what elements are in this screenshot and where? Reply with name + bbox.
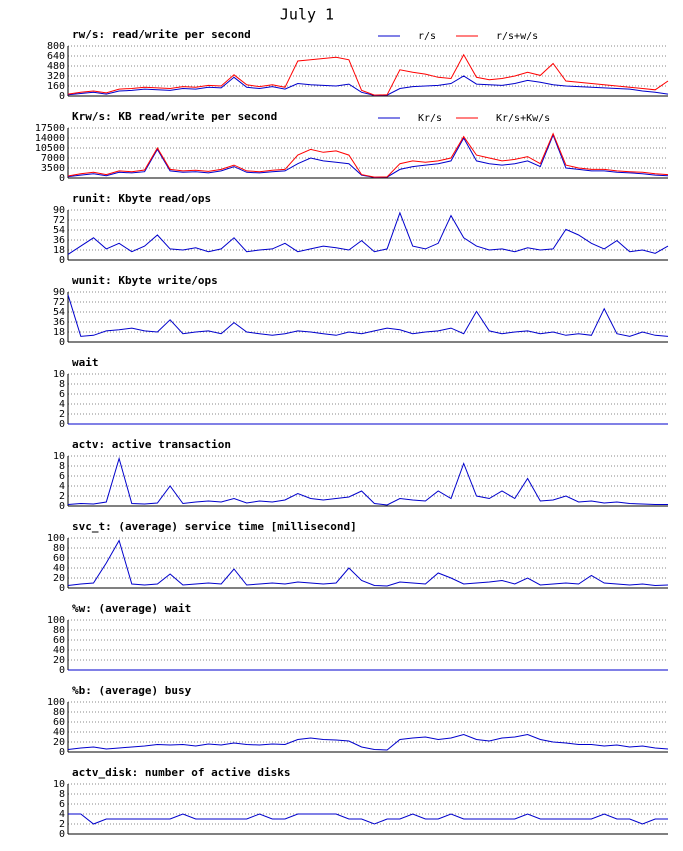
chart-title: wunit: Kbyte write/ops [72, 274, 218, 287]
y-tick-label: 0 [59, 255, 65, 266]
y-tick-label: 80 [53, 543, 65, 554]
y-tick-label: 8 [59, 461, 65, 472]
chart-title: runit: Kbyte read/ops [72, 192, 211, 205]
y-tick-label: 100 [47, 533, 65, 544]
y-tick-label: 90 [53, 287, 65, 298]
y-tick-label: 8 [59, 789, 65, 800]
y-tick-label: 2 [59, 491, 65, 502]
y-tick-label: 800 [47, 41, 65, 52]
y-tick-label: 72 [53, 297, 65, 308]
y-tick-label: 6 [59, 471, 65, 482]
y-tick-label: 54 [53, 225, 65, 236]
chart-title: actv_disk: number of active disks [72, 766, 291, 779]
legend-label: Kr/s [418, 113, 442, 124]
y-tick-label: 0 [59, 665, 65, 676]
y-tick-label: 0 [59, 337, 65, 348]
chart-title: %b: (average) busy [72, 684, 192, 697]
chart-title: svc_t: (average) service time [milliseco… [72, 520, 357, 533]
y-tick-label: 100 [47, 615, 65, 626]
series-line [67, 132, 669, 178]
chart-title: wait [72, 356, 99, 369]
y-tick-label: 8 [59, 379, 65, 390]
y-tick-label: 10 [53, 369, 65, 380]
y-tick-label: 480 [47, 61, 65, 72]
series-line [67, 53, 669, 96]
y-tick-label: 90 [53, 205, 65, 216]
series-line [67, 211, 669, 255]
page-title: July 1 [280, 6, 334, 24]
chart-title: Krw/s: KB read/write per second [72, 110, 277, 123]
y-tick-label: 60 [53, 553, 65, 564]
y-tick-label: 100 [47, 697, 65, 708]
series-line [67, 539, 669, 587]
y-tick-label: 2 [59, 819, 65, 830]
y-tick-label: 0 [59, 583, 65, 594]
y-tick-label: 36 [53, 235, 65, 246]
series-line [68, 813, 668, 825]
y-tick-label: 80 [53, 625, 65, 636]
chart-title: %w: (average) wait [72, 602, 191, 615]
y-tick-label: 4 [59, 809, 65, 820]
y-tick-label: 60 [53, 717, 65, 728]
y-tick-label: 6 [59, 389, 65, 400]
y-tick-label: 2 [59, 409, 65, 420]
y-tick-label: 0 [59, 91, 65, 102]
y-tick-label: 320 [47, 71, 65, 82]
y-tick-label: 3500 [41, 163, 65, 174]
y-tick-label: 4 [59, 481, 65, 492]
y-tick-label: 20 [53, 655, 65, 666]
y-tick-label: 80 [53, 707, 65, 718]
y-tick-label: 40 [53, 563, 65, 574]
y-tick-label: 20 [53, 573, 65, 584]
y-tick-label: 17500 [35, 123, 65, 134]
y-tick-label: 0 [59, 419, 65, 430]
y-tick-label: 60 [53, 635, 65, 646]
series-line [67, 133, 669, 178]
y-tick-label: 0 [59, 173, 65, 184]
y-tick-label: 20 [53, 737, 65, 748]
y-tick-label: 6 [59, 799, 65, 810]
y-tick-label: 14000 [35, 133, 65, 144]
y-tick-label: 0 [59, 829, 65, 840]
y-tick-label: 4 [59, 399, 65, 410]
legend-label: Kr/s+Kw/s [496, 113, 550, 124]
series-line [67, 294, 669, 337]
y-tick-label: 10500 [35, 143, 65, 154]
y-tick-label: 10 [53, 779, 65, 790]
series-line [67, 456, 668, 506]
y-tick-label: 40 [53, 727, 65, 738]
y-tick-label: 0 [59, 501, 65, 512]
y-tick-label: 54 [53, 307, 65, 318]
y-tick-label: 18 [53, 327, 65, 338]
legend-label: r/s+w/s [496, 31, 538, 42]
y-tick-label: 160 [47, 81, 65, 92]
chart-title: rw/s: read/write per second [72, 28, 251, 41]
y-tick-label: 0 [59, 747, 65, 758]
series-line [67, 733, 669, 751]
legend-label: r/s [418, 31, 436, 42]
y-tick-label: 18 [53, 245, 65, 256]
y-tick-label: 640 [47, 51, 65, 62]
series-line [67, 75, 669, 96]
y-tick-label: 36 [53, 317, 65, 328]
y-tick-label: 7000 [41, 153, 65, 164]
y-tick-label: 10 [53, 451, 65, 462]
y-tick-label: 40 [53, 645, 65, 656]
chart-title: actv: active transaction [72, 438, 231, 451]
y-tick-label: 72 [53, 215, 65, 226]
